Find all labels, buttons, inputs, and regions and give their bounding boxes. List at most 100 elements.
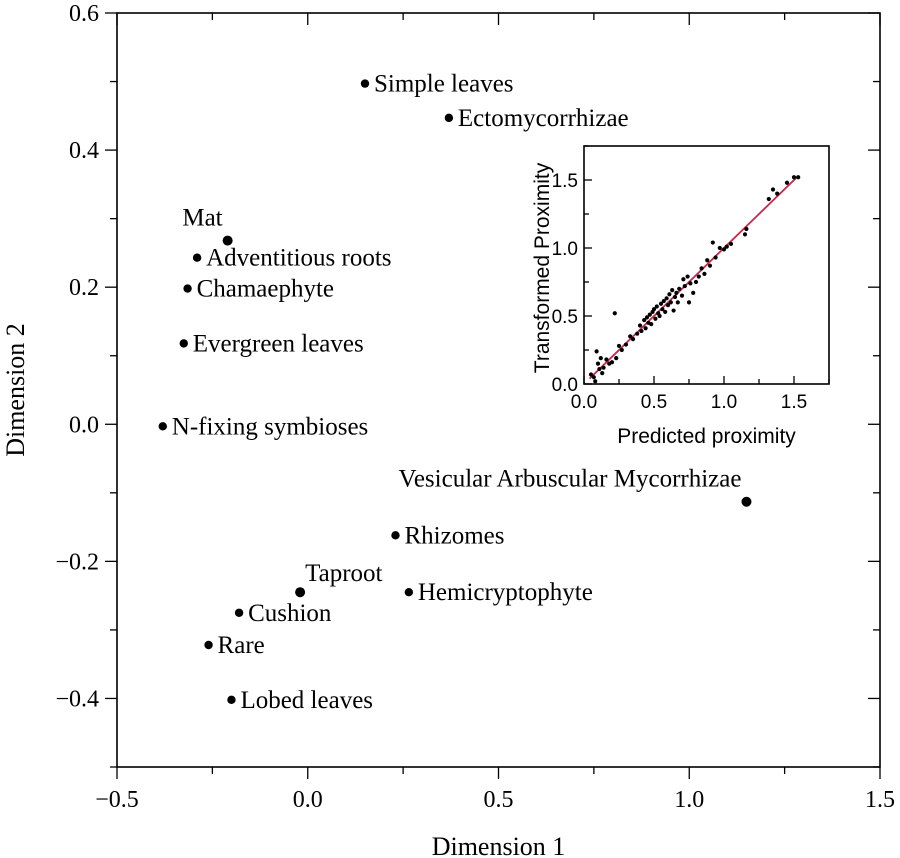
inset-data-point (601, 365, 606, 370)
x-axis-title: Dimension 1 (432, 832, 566, 858)
point-label: Mat (182, 205, 222, 232)
data-point (227, 695, 236, 705)
inset-data-point (594, 349, 599, 354)
inset-data-point (702, 271, 707, 276)
inset-y-tick-label: 1.0 (552, 239, 578, 260)
inset-y-tick-label: 0.0 (552, 375, 578, 396)
inset-data-point (642, 317, 647, 323)
inset-y-tick-label: 0.5 (552, 307, 578, 328)
inset-data-point (681, 277, 686, 282)
inset-x-axis-title: Predicted proximity (617, 425, 796, 448)
inset-plot-frame (583, 145, 830, 385)
main-axis-ticks (105, 12, 881, 779)
inset-data-point (661, 298, 666, 304)
inset-data-point (591, 375, 596, 380)
inset-data-point (628, 334, 633, 339)
point-label: Rare (218, 632, 265, 659)
inset-data-point (685, 274, 690, 279)
inset-data-point (595, 361, 601, 366)
inset-data-point (630, 337, 636, 342)
inset-data-point (784, 180, 790, 185)
inset-data-point (724, 244, 729, 249)
inset-y-axis-title: Transformed Proximity (531, 162, 554, 373)
point-label: Cushion (248, 600, 332, 627)
data-point (183, 284, 192, 293)
inset-data-point (670, 288, 675, 293)
x-tick-label: 1.0 (674, 787, 704, 813)
inset-data-point (612, 311, 617, 316)
y-tick-label: 0.2 (69, 275, 99, 301)
inset-data-point (766, 196, 771, 202)
inset-data-point (672, 294, 678, 300)
inset-data-point (770, 187, 776, 192)
inset-data-point (609, 360, 615, 365)
data-point (404, 588, 414, 597)
point-label: Adventitious roots (206, 245, 391, 272)
inset-data-point (721, 247, 727, 252)
inset-data-point (664, 296, 669, 301)
inset-data-point (635, 331, 640, 336)
point-label: Ectomycorrhizae (458, 105, 629, 132)
inset-x-tick-label: 0.5 (641, 392, 667, 413)
inset-axis-ticks (583, 145, 830, 385)
inset-data-point (728, 241, 734, 247)
inset-data-point (775, 191, 780, 196)
inset-data-point (665, 303, 671, 308)
point-label: N-fixing symbioses (172, 413, 369, 440)
inset-data-point (660, 307, 665, 312)
inset-data-point (696, 274, 701, 279)
data-point (234, 608, 244, 617)
inset-data-point (668, 300, 673, 305)
x-tick-label: 0.0 (293, 787, 323, 813)
data-point (179, 339, 188, 348)
point-label: Vesicular Arbuscular Mycorrhizae (399, 466, 742, 493)
point-label: Evergreen leaves (193, 330, 364, 357)
inset-data-point (744, 226, 749, 232)
inset-data-point (688, 281, 693, 286)
inset-data-point (637, 323, 643, 328)
inset-data-point (679, 293, 685, 298)
x-tick-label: 0.5 (484, 787, 514, 813)
main-data-points (158, 79, 752, 705)
data-point (391, 531, 400, 540)
inset-data-point (717, 245, 722, 251)
main-tick-labels: −0.5 0.0 0.5 1.0 1.5 −0.4 −0.2 0.0 0.2 0.4 0.6 (55, 1, 895, 813)
inset-data-point (600, 371, 605, 376)
inset-data-point (649, 322, 654, 327)
inset-data-point (674, 290, 679, 295)
inset-data-point (710, 240, 715, 245)
inset-data-point (691, 290, 696, 295)
inset-data-point (699, 266, 704, 271)
y-tick-label: −0.4 (55, 686, 99, 712)
inset-tick-labels: 0.0 0.5 1.0 1.5 0.0 0.5 1.0 1.5 (552, 171, 808, 413)
inset-data-point (693, 279, 699, 285)
inset-data-point (657, 313, 662, 319)
data-point (158, 422, 167, 431)
inset-data-point (604, 357, 609, 362)
inset-data-point (682, 283, 687, 289)
inset-data-point (653, 316, 658, 321)
inset-data-point (588, 372, 594, 377)
inset-y-tick-label: 1.5 (552, 171, 578, 192)
point-label: Rhizomes (404, 522, 504, 549)
inset-x-tick-label: 1.0 (711, 392, 737, 413)
inset-data-point (742, 232, 748, 237)
y-tick-label: 0.4 (69, 138, 99, 164)
inset-data-point (671, 308, 676, 313)
inset-data-point (651, 307, 657, 312)
inset-data-point (593, 379, 598, 384)
y-axis-title: Dimension 2 (1, 323, 30, 457)
inset-data-point (791, 175, 797, 180)
inset-data-point (663, 309, 668, 315)
inset-data-point (597, 366, 602, 372)
data-point (360, 79, 370, 88)
y-tick-label: 0.6 (69, 1, 99, 27)
inset-data-point (686, 300, 692, 305)
data-point (444, 113, 454, 123)
inset-data-point (598, 356, 603, 361)
data-point (192, 253, 202, 262)
point-label: Chamaephyte (197, 276, 334, 303)
inset-x-tick-label: 0.0 (571, 392, 597, 413)
